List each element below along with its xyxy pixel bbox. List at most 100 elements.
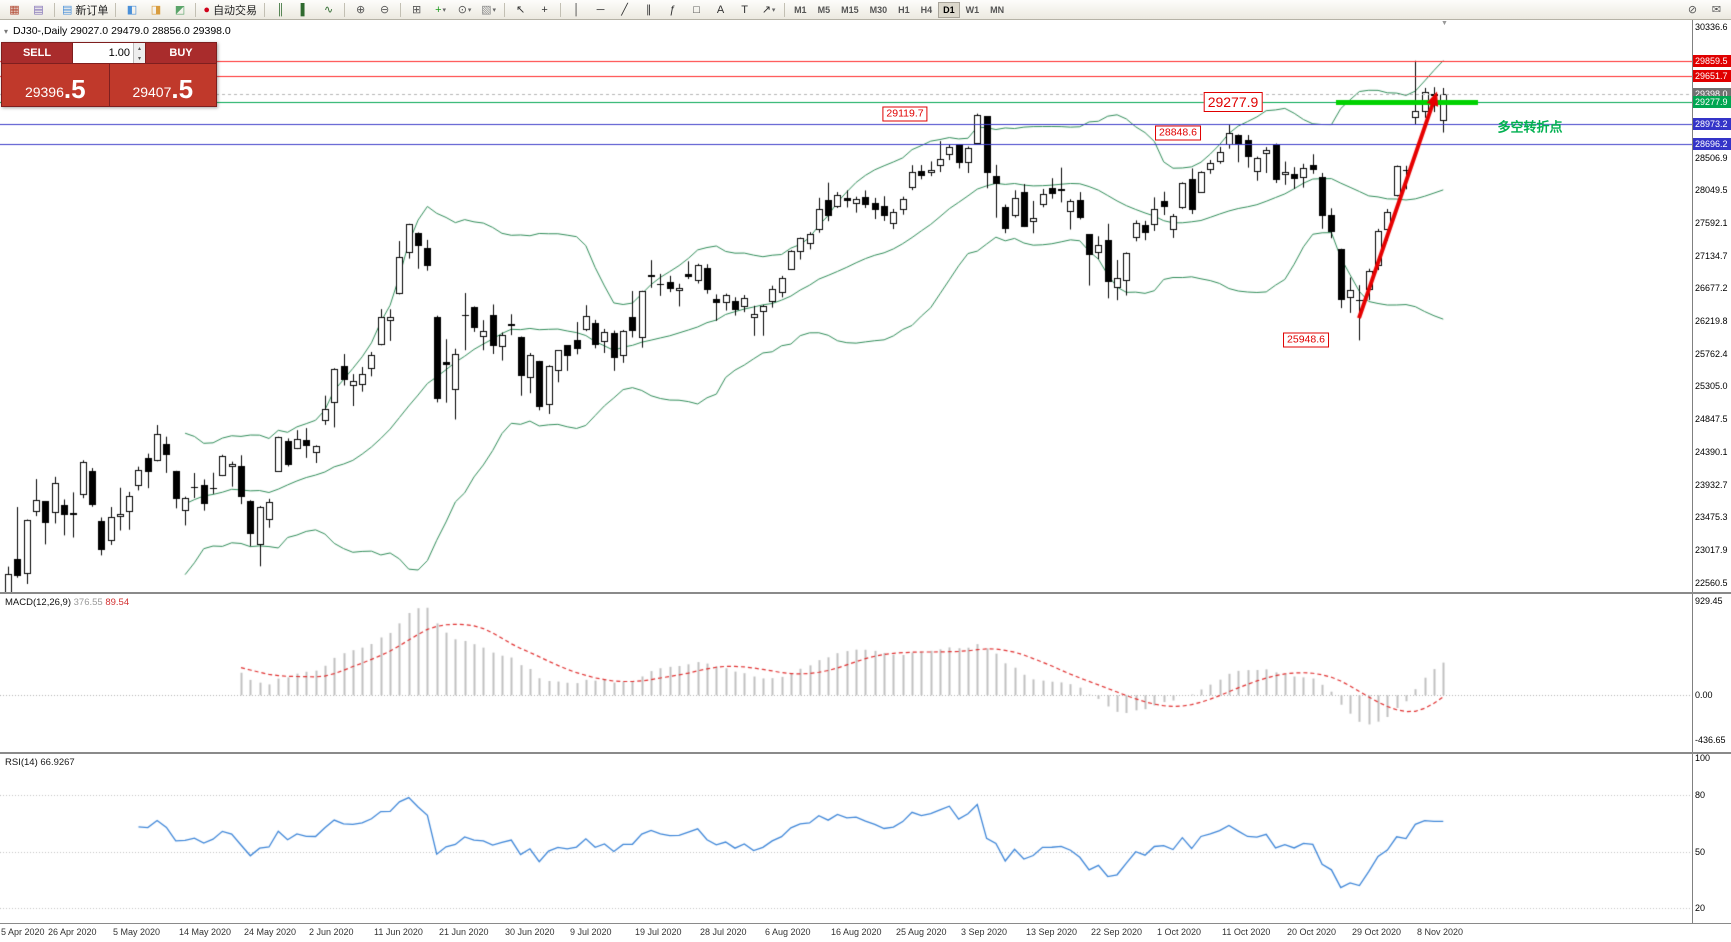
periods-icon[interactable]: ⊙ ▾ (453, 0, 476, 19)
rsi-panel-canvas[interactable] (0, 754, 1692, 923)
volume-stepper-down-icon[interactable]: ▾ (134, 53, 145, 63)
channel-icon[interactable]: ∥ (637, 0, 660, 19)
new-order-button[interactable]: ▤ 新订单 (59, 0, 111, 19)
vertical-line-icon: │ (573, 3, 580, 16)
macd-axis-label: -436.65 (1695, 734, 1726, 745)
buy-price-button[interactable]: 29407.5 (108, 64, 216, 106)
rsi-panel-separator[interactable] (0, 752, 1731, 754)
label-icon[interactable]: T (733, 0, 756, 19)
one-click-collapse-icon[interactable]: ▾ (4, 26, 9, 36)
fibonacci-icon[interactable]: ƒ (661, 0, 684, 19)
price-axis-label: 23475.3 (1695, 512, 1728, 523)
price-axis-label: 24390.1 (1695, 446, 1728, 457)
timeframe-m1-button[interactable]: M1 (794, 4, 807, 15)
price-level-label[interactable]: 29119.7 (882, 106, 928, 122)
dropdown-caret-icon[interactable]: ▾ (771, 6, 776, 14)
price-level-label[interactable]: 25948.6 (1283, 332, 1329, 348)
vertical-line-icon[interactable]: │ (565, 0, 588, 19)
chat-icon[interactable]: ✉ (1705, 0, 1728, 19)
timeframe-h1-button[interactable]: H1 (898, 4, 910, 15)
data-window-icon[interactable]: ◨ (144, 0, 167, 19)
timeframe-h4-button[interactable]: H4 (920, 4, 933, 15)
new-order-icon: ▤ (62, 4, 73, 16)
price-chart-canvas[interactable] (0, 20, 1692, 592)
macd-name: MACD(12,26,9) (5, 597, 71, 608)
timeframe-m15-button[interactable]: M15 (841, 4, 859, 15)
trendline-icon[interactable]: ╱ (613, 0, 636, 19)
timeframe-d1-button[interactable]: D1 (938, 1, 960, 18)
shapes-icon[interactable]: □ (685, 0, 708, 19)
time-axis[interactable]: 5 Apr 2020 26 Apr 2020 5 May 2020 14 May 20… (0, 924, 1692, 942)
time-axis-label: 11 Jun 2020 (374, 927, 423, 937)
bar-chart-icon: ║ (276, 3, 285, 16)
time-axis-label: 13 Sep 2020 (1026, 927, 1078, 937)
sell-price-button[interactable]: 29396.5 (2, 64, 109, 106)
sell-button[interactable]: SELL (2, 43, 72, 63)
templates-icon[interactable]: ▧ ▾ (477, 0, 500, 19)
tile-windows-icon[interactable]: ⊞ (405, 0, 428, 19)
time-axis-label: 20 Oct 2020 (1287, 927, 1337, 937)
text-icon[interactable]: A (709, 0, 732, 19)
macd-value-main: 376.55 (73, 597, 103, 608)
dropdown-caret-icon[interactable]: ▾ (467, 6, 472, 14)
turning-point-label[interactable]: 多空转折点 (1497, 119, 1563, 135)
rsi-axis-label: 100 (1695, 753, 1711, 763)
arrows-icon[interactable]: ↗ ▾ (757, 0, 780, 19)
time-axis-label: 21 Jun 2020 (439, 927, 489, 937)
time-axis-label: 30 Jun 2020 (505, 927, 555, 937)
dropdown-caret-icon[interactable]: ▾ (442, 6, 447, 14)
chart-shift-marker-icon[interactable]: ▼ (1441, 20, 1448, 27)
time-axis-label: 19 Jul 2020 (635, 927, 682, 937)
text-icon: A (716, 3, 725, 16)
autotrading-button[interactable]: ● 自动交易 (200, 0, 260, 19)
one-click-trading-panel: SELL 1.00 ▴ ▾ BUY 29396.5 29407.5 (1, 42, 217, 107)
price-level-label[interactable]: 29277.9 (1203, 91, 1263, 112)
timeframe-m5-button[interactable]: M5 (817, 4, 831, 15)
new-chart-icon[interactable]: ▦ (3, 0, 26, 19)
timeframe-mn-button[interactable]: MN (990, 4, 1005, 15)
toolbar-separator (54, 2, 55, 17)
price-axis[interactable]: 30336.629879.229421.828964.328506.928049… (1692, 20, 1731, 923)
buy-price-main: 29407 (132, 84, 172, 100)
crosshair-icon[interactable]: + (533, 0, 556, 19)
timeframe-w1-button[interactable]: W1 (965, 4, 980, 15)
label-icon: T (741, 3, 748, 16)
rsi-axis-label: 80 (1695, 790, 1706, 801)
line-chart-icon[interactable]: ∿ (317, 0, 340, 19)
navigator-icon: ◩ (174, 4, 186, 16)
dropdown-caret-icon[interactable]: ▾ (492, 6, 497, 14)
macd-panel-separator[interactable] (0, 592, 1731, 594)
zoom-in-icon[interactable]: ⊕ (349, 0, 372, 19)
price-axis-label: 25762.4 (1695, 348, 1728, 359)
price-badge: 29277.9 (1693, 96, 1731, 109)
macd-label: MACD(12,26,9) 376.55 89.54 (5, 597, 129, 608)
bar-chart-icon[interactable]: ║ (269, 0, 292, 19)
time-axis-label: 16 Aug 2020 (831, 927, 882, 937)
candlestick-chart-icon[interactable]: ▌ (293, 0, 316, 19)
profiles-icon: ▤ (33, 4, 44, 16)
volume-input[interactable]: 1.00 (108, 47, 130, 59)
market-watch-icon[interactable]: ◧ (120, 0, 143, 19)
time-axis-label: 5 May 2020 (113, 927, 161, 937)
price-axis-label: 28049.5 (1695, 185, 1728, 196)
time-axis-label: 24 May 2020 (244, 927, 297, 937)
rsi-value: 66.9267 (40, 757, 75, 768)
volume-stepper-up-icon[interactable]: ▴ (134, 43, 145, 53)
indicators-icon[interactable]: + ▾ (429, 0, 452, 19)
buy-button[interactable]: BUY (146, 43, 216, 63)
navigator-icon[interactable]: ◩ (168, 0, 191, 19)
macd-panel-canvas[interactable] (0, 594, 1692, 752)
horizontal-line-icon[interactable]: ─ (589, 0, 612, 19)
timeframe-m30-button[interactable]: M30 (869, 4, 888, 15)
price-level-label[interactable]: 28848.6 (1155, 125, 1201, 141)
chat-icon: ✉ (1711, 4, 1722, 16)
time-axis-label: 26 Apr 2020 (48, 927, 97, 937)
channel-icon: ∥ (645, 4, 652, 16)
cursor-icon[interactable]: ↖ (509, 0, 532, 19)
price-axis-label: 27134.7 (1695, 250, 1728, 261)
profiles-icon[interactable]: ▤ (27, 0, 50, 19)
toolbar-separator (504, 2, 506, 17)
macd-value-signal: 89.54 (105, 597, 130, 608)
search-icon[interactable]: ⊘ (1681, 0, 1704, 19)
zoom-out-icon[interactable]: ⊖ (373, 0, 396, 19)
